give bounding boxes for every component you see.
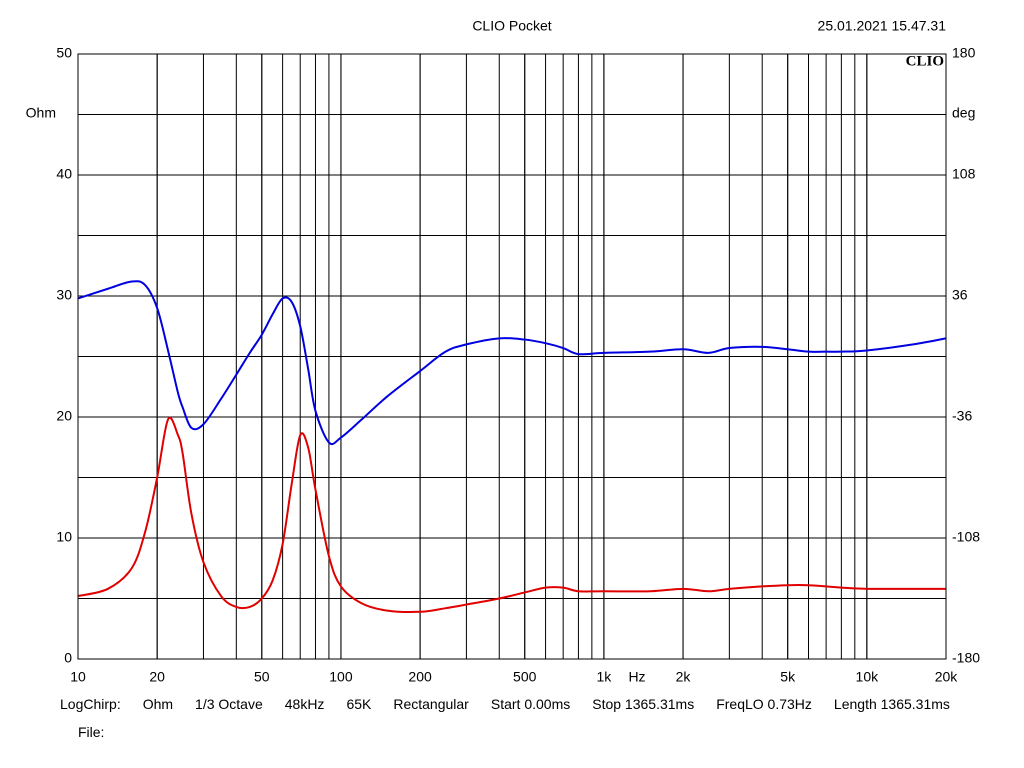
x-tick-label: 5k <box>780 669 796 685</box>
y2-tick-label: -108 <box>952 529 980 545</box>
x-tick-label: 20k <box>935 669 959 685</box>
footer-item: FreqLO 0.73Hz <box>716 696 812 712</box>
x-axis-label: Hz <box>628 669 645 685</box>
y-tick-label: 20 <box>56 408 72 424</box>
series-line <box>77 416 946 613</box>
x-tick-label: 2k <box>676 669 692 685</box>
logo: CLIO <box>906 53 944 69</box>
plot-frame <box>77 53 947 660</box>
y2-tick-label: 180 <box>952 45 976 61</box>
x-tick-label: 100 <box>329 669 353 685</box>
footer-item: LogChirp: <box>60 696 121 712</box>
footer-item: Stop 1365.31ms <box>592 696 695 712</box>
y2-tick-label: 36 <box>952 287 968 303</box>
y-tick-label: 0 <box>64 650 72 666</box>
x-tick-label: 10k <box>856 669 880 685</box>
footer-item: 1/3 Octave <box>195 696 263 712</box>
chart-title: CLIO Pocket <box>472 18 551 34</box>
series-line <box>77 280 947 446</box>
curves <box>77 280 947 613</box>
footer-item: Length 1365.31ms <box>833 696 950 712</box>
x-tick-label: 200 <box>408 669 432 685</box>
footer-item: Rectangular <box>393 696 469 712</box>
grid <box>77 53 947 660</box>
footer: LogChirp: Ohm 1/3 Octave 48kHz 65K Rectangula… <box>60 696 950 712</box>
x-tick-label: 10 <box>70 669 86 685</box>
y2-axis-label: deg <box>952 105 975 121</box>
file-label: File: <box>78 724 105 740</box>
timestamp: 25.01.2021 15.47.31 <box>818 18 947 34</box>
footer-item: Start 0.00ms <box>490 696 571 712</box>
x-tick-label: 50 <box>254 669 270 685</box>
y2-tick-label: -36 <box>952 408 972 424</box>
y-tick-label: 10 <box>56 529 72 545</box>
y-tick-label: 40 <box>56 166 72 182</box>
y-tick-label: 50 <box>56 45 72 61</box>
y-axis-label: Ohm <box>26 105 56 121</box>
footer-item: 65K <box>346 696 372 712</box>
x-tick-label: 20 <box>149 669 165 685</box>
footer-item: 48kHz <box>284 696 325 712</box>
x-tick-label: 1k <box>596 669 612 685</box>
y2-tick-label: -180 <box>952 650 980 666</box>
x-tick-label: 500 <box>513 669 537 685</box>
footer-item: Ohm <box>142 696 174 712</box>
y-tick-label: 30 <box>56 287 72 303</box>
y2-tick-label: 108 <box>952 166 976 182</box>
